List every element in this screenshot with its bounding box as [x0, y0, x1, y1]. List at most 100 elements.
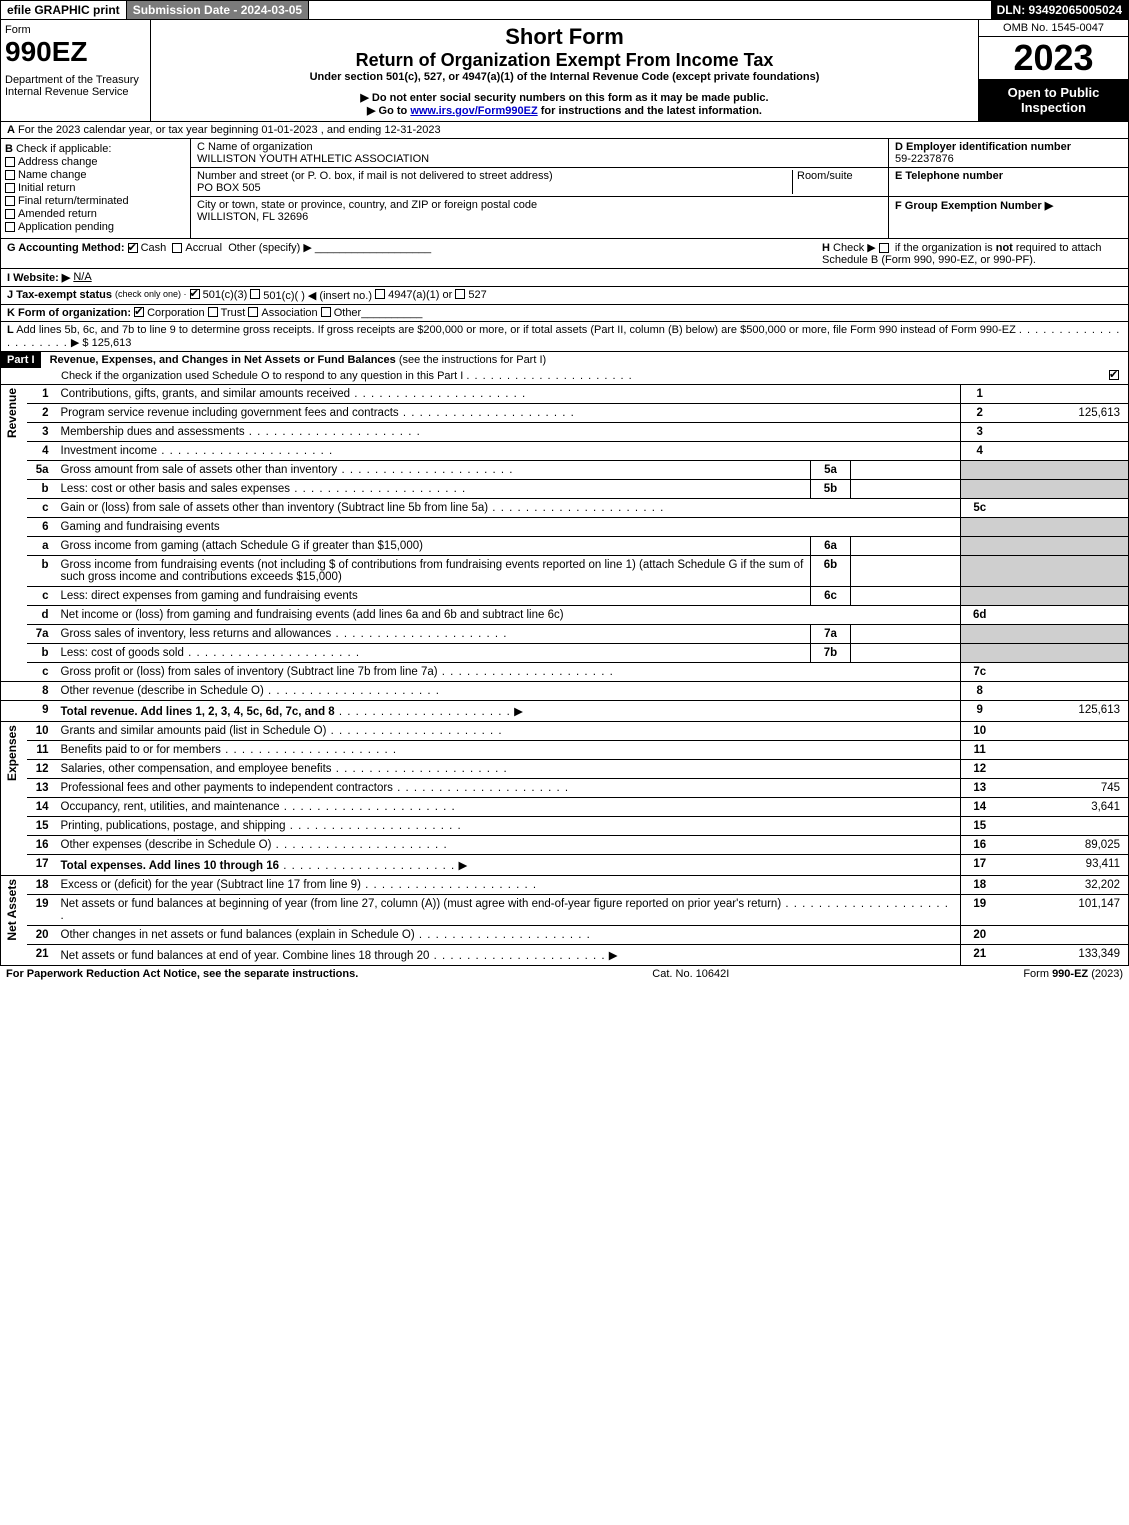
j-sub: (check only one) ·	[115, 289, 187, 302]
tax-year: 2023	[979, 37, 1128, 79]
line-num: 11	[27, 741, 57, 760]
line-val: 133,349	[999, 945, 1129, 966]
f-label: F Group Exemption Number ▶	[895, 200, 1053, 212]
b-opt-5-label: Application pending	[18, 221, 114, 233]
e-label: E Telephone number	[895, 170, 1003, 182]
table-row: 7aGross sales of inventory, less returns…	[1, 625, 1129, 644]
line-mid: 6c	[811, 587, 851, 606]
table-row: 20Other changes in net assets or fund ba…	[1, 926, 1129, 945]
g-label: G Accounting Method:	[7, 242, 125, 254]
form-header-left: Form 990EZ Department of the Treasury In…	[1, 20, 151, 121]
line-mid: 6a	[811, 537, 851, 556]
g-cash-checkbox[interactable]	[128, 243, 138, 253]
line-g-h: G Accounting Method: Cash Accrual Other …	[0, 239, 1129, 269]
b-opt-final-return[interactable]: Final return/terminated	[5, 195, 186, 207]
b-opt-initial-return[interactable]: Initial return	[5, 182, 186, 194]
line-j: J Tax-exempt status (check only one) · 5…	[0, 287, 1129, 305]
table-row: Expenses10Grants and similar amounts pai…	[1, 722, 1129, 741]
table-row: dNet income or (loss) from gaming and fu…	[1, 606, 1129, 625]
line-ref: 5c	[961, 499, 999, 518]
line-desc: Program service revenue including govern…	[57, 404, 961, 423]
line-mid: 7a	[811, 625, 851, 644]
line-ref: 21	[961, 945, 999, 966]
line-midv	[851, 587, 961, 606]
form-subtitle-3: ▶ Go to www.irs.gov/Form990EZ for instru…	[155, 104, 974, 117]
line-desc: Gross income from fundraising events (no…	[57, 556, 811, 587]
c-city-label: City or town, state or province, country…	[197, 199, 882, 211]
line-num: c	[27, 587, 57, 606]
j-o3: 4947(a)(1) or	[388, 289, 452, 302]
b-opt-name-change[interactable]: Name change	[5, 169, 186, 181]
section-b: B Check if applicable: Address change Na…	[1, 139, 191, 238]
table-row: 4Investment income4	[1, 442, 1129, 461]
footer-left: For Paperwork Reduction Act Notice, see …	[6, 968, 358, 980]
section-c: C Name of organization WILLISTON YOUTH A…	[191, 139, 888, 238]
line-desc: Other changes in net assets or fund bala…	[57, 926, 961, 945]
line-num: d	[27, 606, 57, 625]
block-bcdef: B Check if applicable: Address change Na…	[0, 139, 1129, 239]
b-opt-application-pending[interactable]: Application pending	[5, 221, 186, 233]
j-4947-checkbox[interactable]	[375, 289, 385, 299]
line-ref-shade	[961, 537, 999, 556]
table-row: bGross income from fundraising events (n…	[1, 556, 1129, 587]
line-ref-shade	[961, 556, 999, 587]
line-num: c	[27, 663, 57, 682]
b-opt-address-change[interactable]: Address change	[5, 156, 186, 168]
g-cash: Cash	[141, 242, 167, 254]
j-501c3-checkbox[interactable]	[190, 289, 200, 299]
k-assoc-checkbox[interactable]	[248, 307, 258, 317]
line-desc: Membership dues and assessments	[57, 423, 961, 442]
line-midv	[851, 644, 961, 663]
line-i: I Website: ▶ N/A	[0, 269, 1129, 287]
h-checkbox[interactable]	[879, 243, 889, 253]
page-footer: For Paperwork Reduction Act Notice, see …	[0, 966, 1129, 982]
sub3-post: for instructions and the latest informat…	[538, 105, 762, 117]
dln-label: DLN: 93492065005024	[991, 1, 1128, 19]
netassets-side-label: Net Assets	[1, 876, 27, 966]
top-bar: efile GRAPHIC print Submission Date - 20…	[0, 0, 1129, 20]
part-1-title-text: Revenue, Expenses, and Changes in Net As…	[50, 354, 396, 366]
line-val	[999, 722, 1129, 741]
line-desc: Net assets or fund balances at beginning…	[57, 895, 961, 926]
table-row: 8Other revenue (describe in Schedule O)8	[1, 682, 1129, 701]
j-527-checkbox[interactable]	[455, 289, 465, 299]
g-accrual-checkbox[interactable]	[172, 243, 182, 253]
part-1-schedule-o-checkbox[interactable]	[1109, 370, 1119, 380]
k-corp-checkbox[interactable]	[134, 307, 144, 317]
line-midv	[851, 625, 961, 644]
table-row: 19Net assets or fund balances at beginni…	[1, 895, 1129, 926]
line-a-label: A	[7, 124, 15, 136]
table-row: 9Total revenue. Add lines 1, 2, 3, 4, 5c…	[1, 701, 1129, 722]
line-val	[999, 499, 1129, 518]
line-desc: Printing, publications, postage, and shi…	[57, 817, 961, 836]
h-label: H	[822, 242, 830, 254]
k-o1: Corporation	[147, 307, 204, 319]
line-val-shade	[999, 537, 1129, 556]
line-desc: Gross amount from sale of assets other t…	[57, 461, 811, 480]
line-mid: 5b	[811, 480, 851, 499]
table-row: Revenue 1 Contributions, gifts, grants, …	[1, 385, 1129, 404]
line-ref: 17	[961, 855, 999, 876]
line-a-text: For the 2023 calendar year, or tax year …	[18, 124, 441, 136]
j-501c-checkbox[interactable]	[250, 289, 260, 299]
g-other: Other (specify) ▶	[228, 242, 312, 254]
c-name-label: C Name of organization	[197, 141, 882, 153]
line-val	[999, 817, 1129, 836]
line-ref: 3	[961, 423, 999, 442]
line-num: b	[27, 480, 57, 499]
line-val: 125,613	[999, 404, 1129, 423]
footer-right-post: (2023)	[1088, 968, 1123, 980]
table-row: bLess: cost or other basis and sales exp…	[1, 480, 1129, 499]
k-trust-checkbox[interactable]	[208, 307, 218, 317]
line-ref-shade	[961, 461, 999, 480]
efile-print-button[interactable]: efile GRAPHIC print	[1, 1, 127, 19]
table-row: 3Membership dues and assessments3	[1, 423, 1129, 442]
irs-link[interactable]: www.irs.gov/Form990EZ	[410, 105, 537, 117]
table-row: 6Gaming and fundraising events	[1, 518, 1129, 537]
line-desc: Investment income	[57, 442, 961, 461]
line-ref-shade	[961, 587, 999, 606]
table-row: 12Salaries, other compensation, and empl…	[1, 760, 1129, 779]
b-opt-amended-return[interactable]: Amended return	[5, 208, 186, 220]
line-val	[999, 385, 1129, 404]
k-other-checkbox[interactable]	[321, 307, 331, 317]
